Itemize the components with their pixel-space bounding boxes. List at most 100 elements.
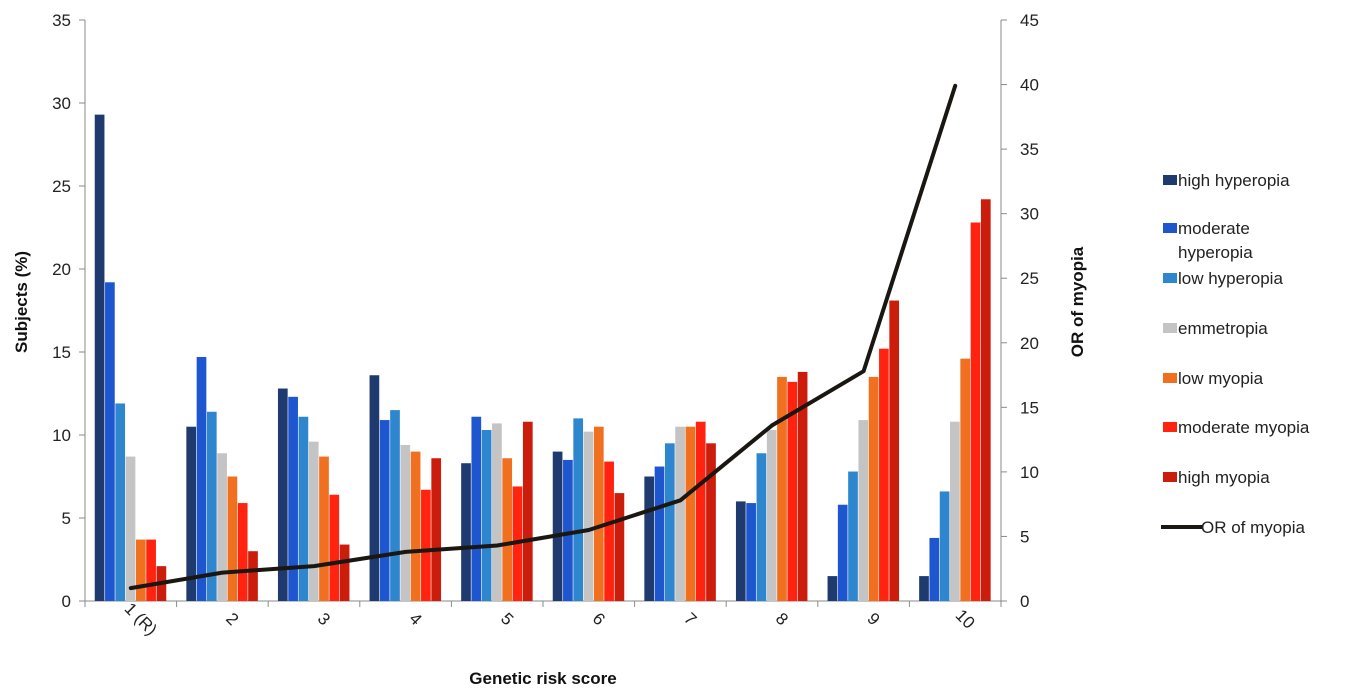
bar — [105, 282, 115, 601]
bar — [766, 430, 777, 601]
bar — [410, 451, 421, 601]
bar — [593, 426, 604, 601]
x-tick-label: 2 — [222, 609, 242, 629]
bar — [868, 376, 879, 601]
y2-tick-label: 10 — [1020, 463, 1039, 482]
bar — [227, 476, 238, 601]
bar — [421, 489, 431, 601]
bar — [573, 418, 584, 601]
bar — [777, 376, 787, 601]
bar — [196, 356, 207, 601]
bar — [675, 426, 685, 601]
bar — [502, 458, 513, 601]
bar — [319, 456, 329, 601]
bar — [125, 456, 136, 601]
bar — [135, 539, 146, 601]
bar — [827, 576, 838, 601]
x-tick-label: 4 — [405, 609, 425, 629]
bar — [461, 463, 471, 601]
bar — [919, 576, 929, 601]
bar — [735, 501, 746, 601]
x-tick-label: 1 (R) — [121, 599, 161, 639]
y2-tick-label: 20 — [1020, 334, 1039, 353]
legend: high hyperopia moderate hyperopia low hyper… — [1161, 171, 1310, 537]
y2-tick-label: 35 — [1020, 140, 1039, 159]
bar — [644, 476, 655, 601]
legend-label: emmetropia — [1178, 319, 1268, 338]
bar — [298, 416, 309, 601]
bar — [858, 420, 869, 601]
bar — [217, 453, 227, 601]
legend-swatch — [1163, 422, 1177, 432]
bar — [186, 426, 197, 601]
y-tick-label: 0 — [62, 592, 71, 611]
bar — [115, 403, 126, 601]
bar — [248, 551, 258, 601]
y2-tick-label: 30 — [1020, 205, 1039, 224]
bar — [492, 423, 502, 601]
legend-label: OR of myopia — [1201, 518, 1305, 537]
legend-swatch — [1163, 472, 1177, 482]
bar — [614, 493, 625, 601]
bar — [563, 459, 573, 601]
y2-axis-title: OR of myopia — [1068, 246, 1087, 357]
legend-swatch — [1163, 273, 1177, 283]
bar — [369, 375, 380, 601]
y-tick-label: 10 — [52, 426, 71, 445]
y-tick-label: 30 — [52, 94, 71, 113]
bar — [277, 388, 288, 601]
legend-swatch — [1163, 323, 1177, 333]
bar — [746, 503, 756, 601]
x-tick-label: 8 — [772, 609, 792, 629]
bar — [604, 461, 614, 601]
axes-layer — [79, 19, 1007, 607]
x-tick-label: 10 — [952, 606, 979, 633]
legend-swatch — [1163, 175, 1177, 185]
bar — [970, 222, 981, 601]
bar — [237, 503, 248, 601]
bar — [879, 348, 889, 601]
legend-label: low hyperopia — [1178, 269, 1283, 288]
bar — [329, 494, 340, 601]
bar — [379, 420, 390, 601]
y2-tick-label: 15 — [1020, 398, 1039, 417]
legend-swatch — [1163, 373, 1177, 383]
bar — [889, 300, 900, 601]
bar — [695, 421, 706, 601]
bar — [980, 199, 991, 601]
bar — [950, 421, 960, 601]
bar — [837, 504, 848, 601]
bar — [797, 371, 808, 601]
bar — [288, 396, 298, 601]
line-layer — [128, 83, 958, 591]
legend-swatch — [1163, 223, 1177, 233]
bar — [400, 444, 411, 601]
bar — [522, 421, 533, 601]
bar — [848, 471, 858, 601]
legend-label: moderate hyperopia — [1178, 219, 1253, 262]
bar — [664, 443, 675, 601]
y2-tick-label: 25 — [1020, 269, 1039, 288]
bar — [431, 458, 442, 601]
x-tick-label: 7 — [680, 609, 700, 629]
bar — [939, 491, 950, 601]
bar — [206, 411, 217, 601]
or-myopia-line — [128, 83, 958, 591]
bar — [94, 114, 105, 602]
y-tick-label: 15 — [52, 343, 71, 362]
bar — [339, 544, 350, 601]
y2-tick-label: 40 — [1020, 76, 1039, 95]
legend-label: moderate myopia — [1178, 418, 1310, 437]
bar — [685, 426, 696, 601]
y-tick-label: 25 — [52, 177, 71, 196]
y2-tick-label: 5 — [1020, 527, 1029, 546]
x-tick-label: 6 — [589, 609, 609, 629]
bar — [654, 466, 665, 601]
bar — [481, 430, 492, 601]
x-tick-label: 9 — [863, 609, 883, 629]
bar — [960, 358, 971, 601]
bars-layer — [94, 114, 991, 602]
